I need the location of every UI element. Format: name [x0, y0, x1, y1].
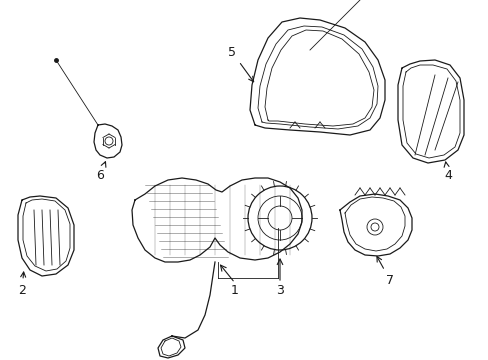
- Text: 4: 4: [443, 162, 451, 181]
- Text: 5: 5: [227, 45, 253, 82]
- Text: 2: 2: [18, 272, 26, 297]
- Text: 6: 6: [96, 162, 106, 181]
- Text: 3: 3: [276, 284, 284, 297]
- Text: 1: 1: [231, 284, 239, 297]
- Text: 7: 7: [376, 257, 393, 287]
